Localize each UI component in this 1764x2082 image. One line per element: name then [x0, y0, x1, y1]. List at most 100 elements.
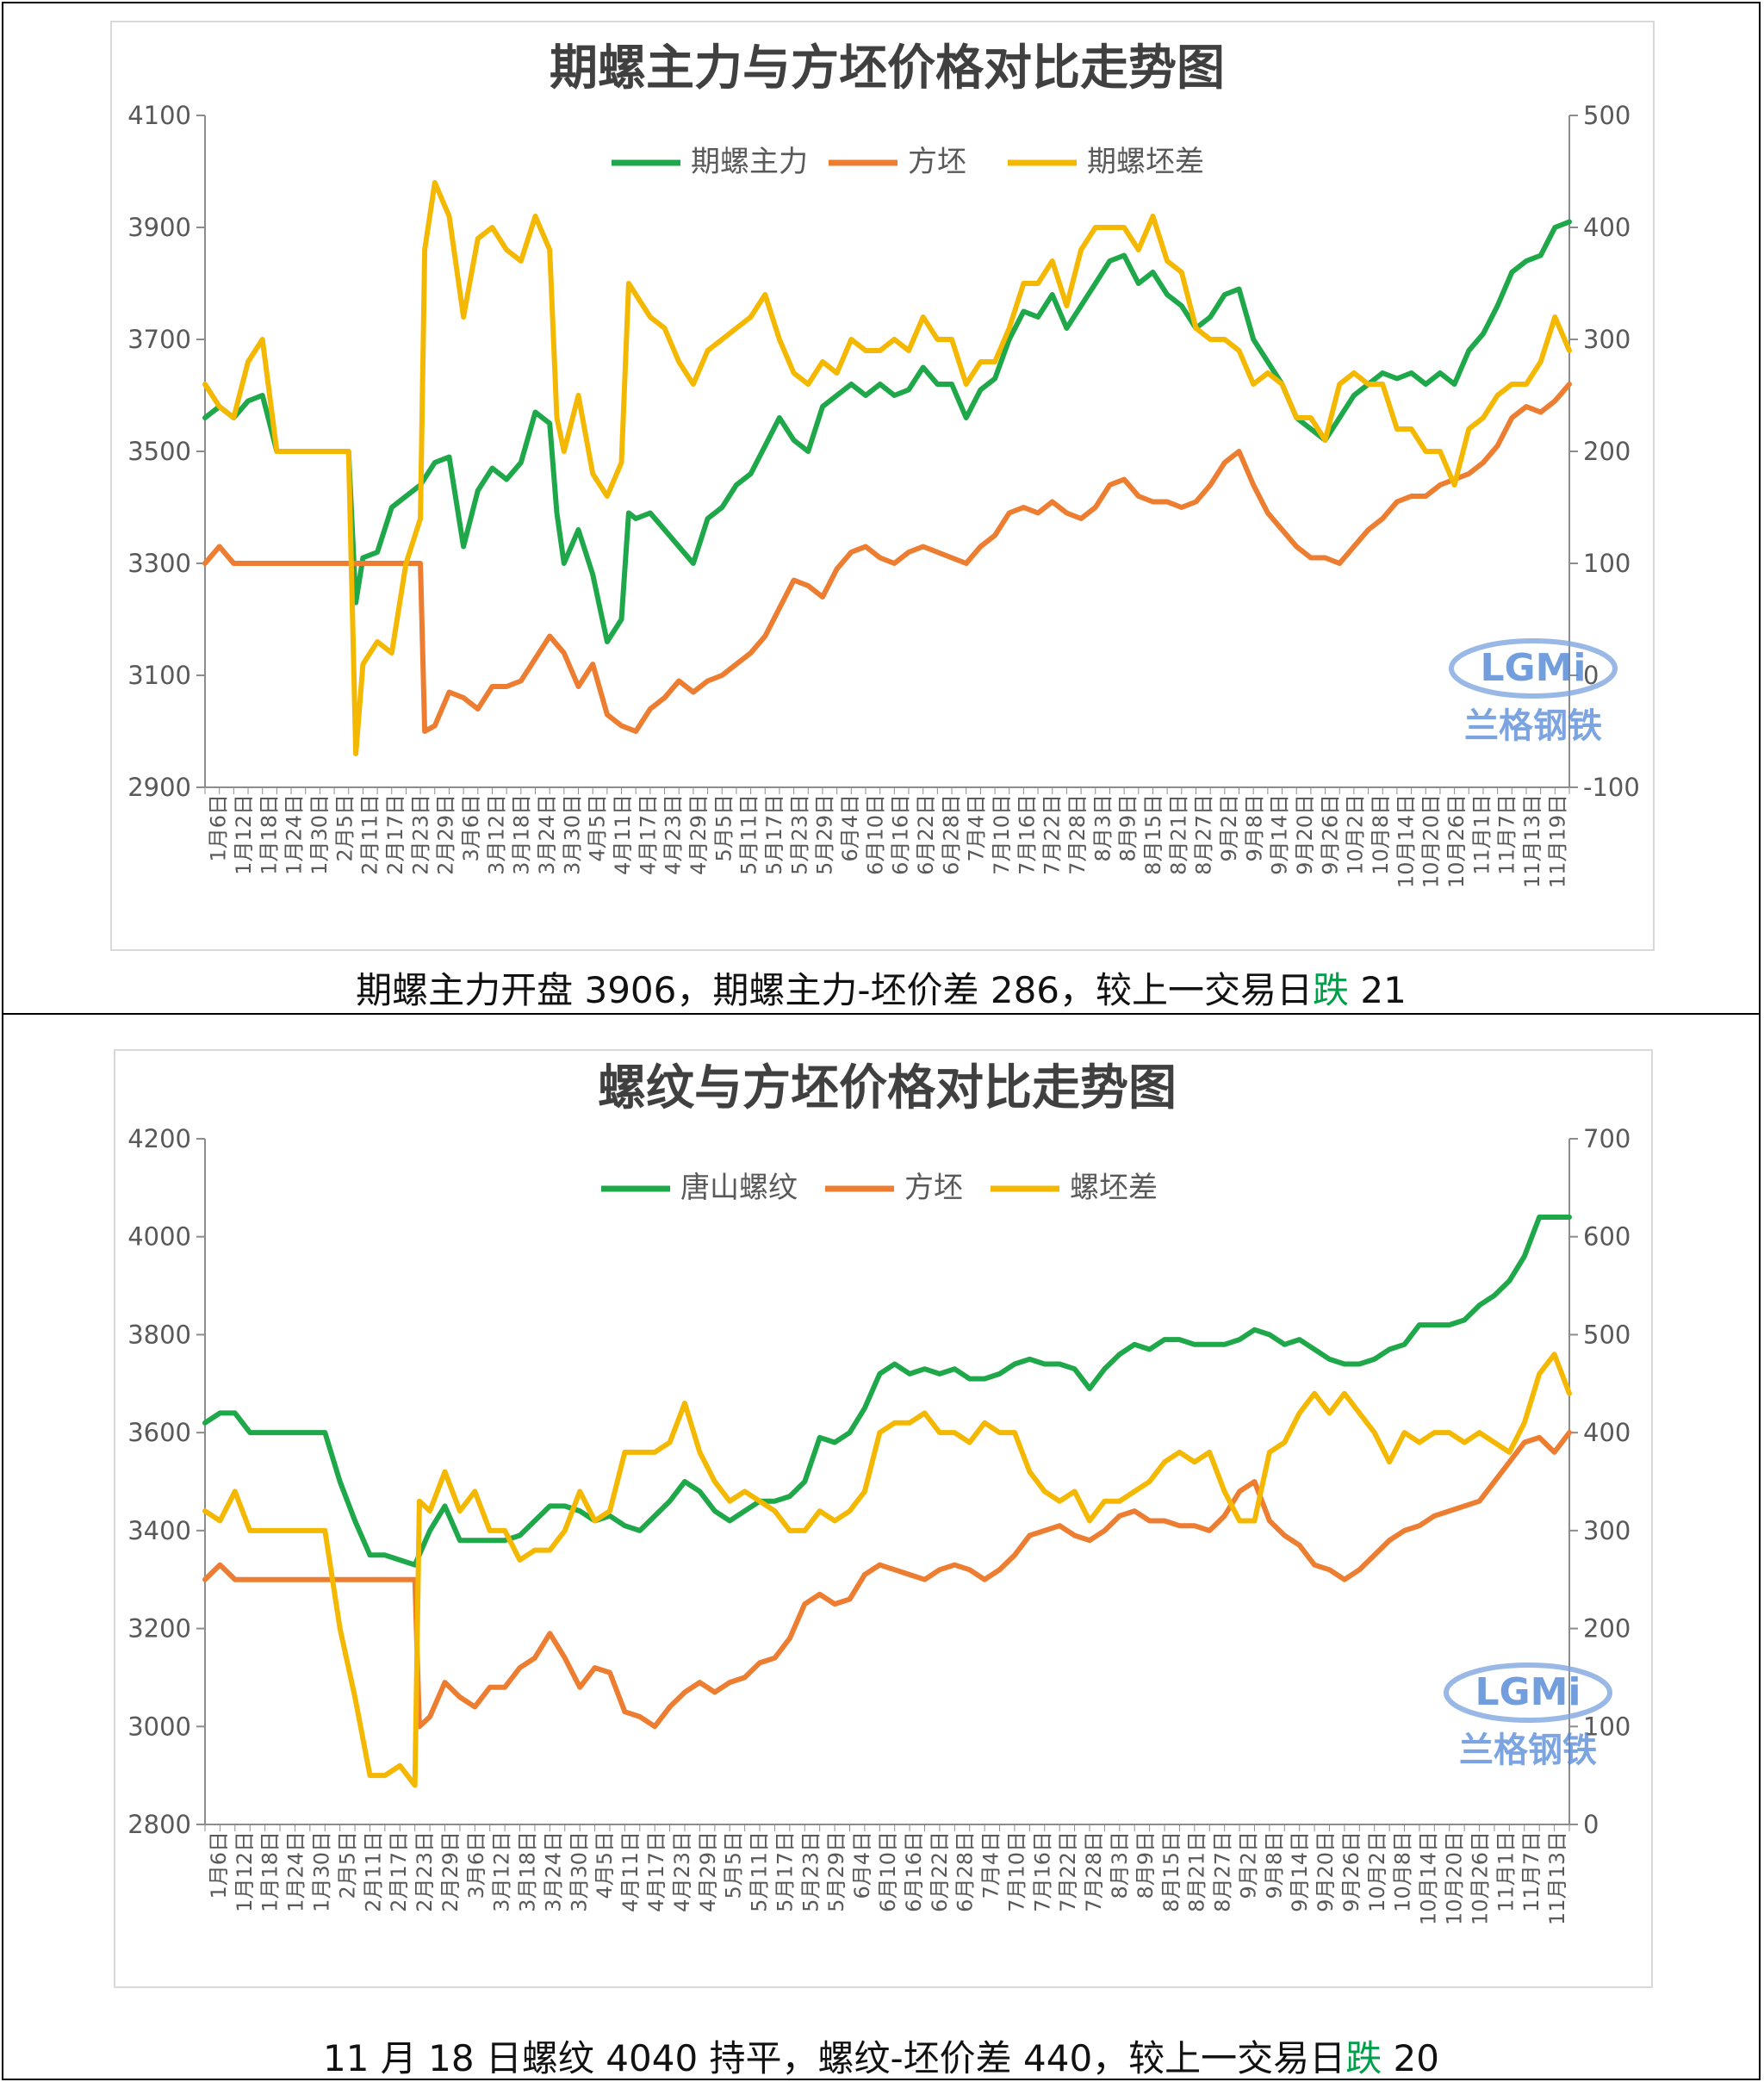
logo-ellipse	[1449, 638, 1618, 699]
x-tick-label: 8月15日	[1159, 1831, 1183, 1912]
x-tick-label: 2月29日	[438, 1831, 463, 1912]
x-tick-label: 8月3日	[1108, 1831, 1132, 1899]
x-tick-label: 11月1日	[1494, 1831, 1518, 1912]
x-tick-label: 9月8日	[1262, 1831, 1286, 1899]
x-tick-label: 2月11日	[358, 794, 382, 875]
series-line-1	[202, 219, 1572, 644]
logo-text: 兰格钢铁	[1464, 706, 1602, 746]
chart-area-1: 期螺主力与方坯价格对比走势图 4100 3900 3700 3500 3300 3100 29…	[110, 21, 1655, 951]
series-line-1	[202, 1215, 1572, 1568]
x-tick-label: 7月4日	[965, 794, 989, 862]
left-tick-label: 4000	[127, 1222, 191, 1252]
x-tick-label: 10月20日	[1443, 1831, 1467, 1925]
x-tick-label: 7月4日	[979, 1831, 1003, 1899]
legend-label-3: 螺坯差	[1070, 1171, 1158, 1205]
x-tick-label: 10月14日	[1417, 1831, 1441, 1925]
left-tick-label: 3600	[127, 1418, 191, 1447]
x-tick-label: 6月10日	[876, 1831, 900, 1912]
x-tick-label: 2月5日	[335, 1831, 359, 1899]
x-tick-label: 11月1日	[1469, 794, 1494, 875]
left-tick-label: 2800	[127, 1810, 191, 1839]
x-tick-label: 8月9日	[1134, 1831, 1158, 1899]
left-tick-label: 3500	[127, 437, 191, 466]
x-tick-label: 1月18日	[258, 1831, 283, 1912]
caption-1: 期螺主力开盘 3906，期螺主力-坯价差 286，较上一交易日跌 21	[3, 961, 1759, 1014]
right-tick-label: 600	[1583, 1222, 1630, 1252]
legend-label-2: 方坯	[908, 145, 966, 179]
x-tick-label: 8月21日	[1166, 794, 1190, 875]
series-line-3	[202, 180, 1572, 756]
x-tick-label: 5月5日	[722, 1831, 746, 1899]
caption-2-down-word: 跌	[1345, 2037, 1382, 2079]
x-tick-label: 1月6日	[207, 794, 231, 862]
x-tick-label: 4月17日	[636, 794, 660, 875]
x-tick-label: 10月2日	[1365, 1831, 1389, 1912]
x-tick-label: 3月18日	[510, 794, 534, 875]
x-tick-label: 4月5日	[586, 794, 610, 862]
chart-svg-1: 期螺主力与方坯价格对比走势图 4100 3900 3700 3500 3300 3100 29…	[127, 40, 1640, 888]
x-tick-label: 9月20日	[1314, 1831, 1338, 1912]
right-tick-label: 0	[1583, 661, 1599, 690]
x-tick-label: 10月8日	[1369, 794, 1393, 875]
right-tick-label: 700	[1583, 1124, 1630, 1153]
caption-1-down-word: 跌	[1313, 969, 1350, 1011]
left-tick-label: 4100	[127, 101, 191, 130]
x-tick-label: 3月12日	[484, 794, 508, 875]
x-tick-label: 11月13日	[1545, 1831, 1569, 1925]
x-tick-label: 5月5日	[711, 794, 736, 862]
x-tick-label: 7月16日	[1015, 794, 1039, 875]
x-tick-label: 3月12日	[490, 1831, 514, 1912]
x-tick-label: 9月2日	[1236, 1831, 1260, 1899]
x-tick-label: 4月11日	[611, 794, 635, 875]
x-tick-label: 2月17日	[383, 794, 407, 875]
x-tick-label: 9月8日	[1242, 794, 1266, 862]
x-tick-label: 8月3日	[1090, 794, 1115, 862]
x-tick-label: 11月7日	[1519, 1831, 1544, 1912]
right-tick-label: 100	[1583, 1712, 1630, 1741]
x-tick-label: 8月27日	[1211, 1831, 1235, 1912]
x-tick-label: 4月29日	[696, 1831, 720, 1912]
caption-1-change: 21	[1349, 969, 1407, 1011]
left-tick-label: 3000	[127, 1712, 191, 1741]
x-tick-label: 2月29日	[434, 794, 458, 875]
x-tick-label: 10月8日	[1391, 1831, 1415, 1912]
x-tick-label: 6月22日	[914, 794, 938, 875]
x-tick-label: 6月22日	[928, 1831, 952, 1912]
x-tick-label: 9月14日	[1288, 1831, 1312, 1912]
x-tick-label: 5月17日	[773, 1831, 797, 1912]
chart-svg-2: 螺纹与方坯价格对比走势图4200400038003600340032003000…	[127, 1060, 1630, 1925]
x-tick-label: 4月17日	[644, 1831, 668, 1912]
x-tick-label: 3月24日	[541, 1831, 565, 1912]
x-tick-label: 3月30日	[567, 1831, 591, 1912]
left-tick-label: 4200	[127, 1124, 191, 1153]
x-tick-label: 11月7日	[1495, 794, 1519, 875]
x-tick-label: 10月2日	[1344, 794, 1368, 875]
x-tick-label: 7月10日	[1004, 1831, 1028, 1912]
legend-label-1: 期螺主力	[691, 145, 808, 179]
right-tick-label: -100	[1583, 773, 1640, 802]
x-tick-label: 5月17日	[762, 794, 786, 875]
series-line-2	[202, 1430, 1572, 1730]
x-tick-label: 5月23日	[798, 1831, 823, 1912]
series-line-3	[202, 1352, 1572, 1788]
x-tick-label: 4月5日	[593, 1831, 617, 1899]
left-tick-label: 3200	[127, 1614, 191, 1644]
x-tick-label: 4月23日	[670, 1831, 694, 1912]
logo-mark: LGMi	[1480, 646, 1586, 690]
logo-text: 兰格钢铁	[1459, 1731, 1597, 1770]
x-tick-label: 9月14日	[1268, 794, 1292, 875]
x-tick-label: 1月12日	[232, 794, 256, 875]
legend-label-3: 期螺坯差	[1087, 145, 1204, 179]
caption-2: 11 月 18 日螺纹 4040 持平，螺纹-坯价差 440，较上一交易日跌 2…	[3, 2029, 1759, 2082]
caption-1-text: 期螺主力开盘 3906，期螺主力-坯价差 286，较上一交易日	[356, 969, 1314, 1011]
lgmi-logo: LGMi 兰格钢铁	[1444, 1662, 1612, 1770]
right-tick-label: 400	[1583, 1418, 1630, 1447]
x-tick-label: 8月9日	[1116, 794, 1140, 862]
left-tick-label: 3300	[127, 549, 191, 578]
chart-panel-2: 螺纹与方坯价格对比走势图 4200 4000 3800 3600 3400 3200 3000…	[2, 1013, 1761, 2080]
x-tick-label: 6月4日	[850, 1831, 874, 1899]
x-tick-label: 9月2日	[1217, 794, 1241, 862]
legend-label-2: 方坯	[904, 1171, 963, 1205]
x-tick-label: 1月30日	[307, 794, 332, 875]
x-tick-label: 1月24日	[284, 1831, 308, 1912]
